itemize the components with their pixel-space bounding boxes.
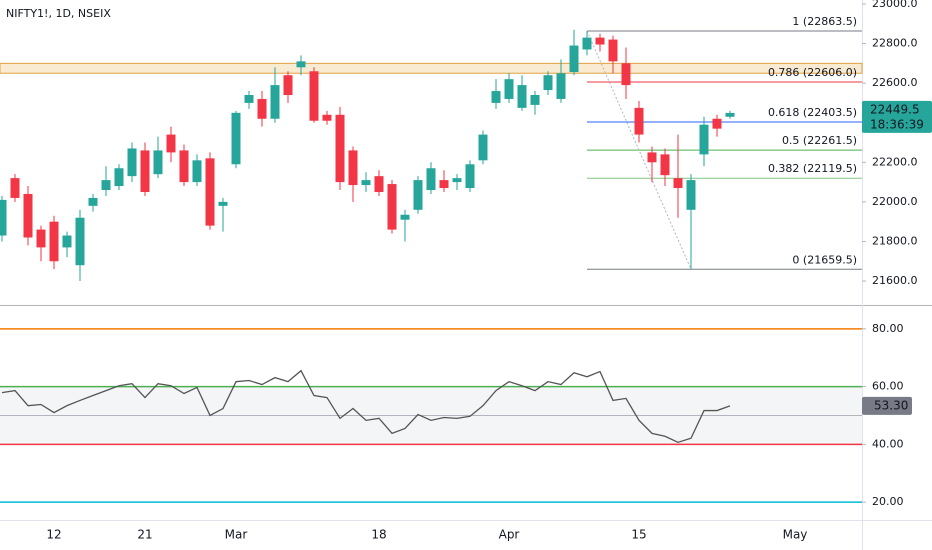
candle-body — [647, 152, 657, 163]
candle-body — [621, 63, 631, 86]
candle-body — [465, 164, 475, 189]
candle-body — [595, 37, 605, 45]
candle-body — [231, 112, 241, 165]
candle-body — [62, 235, 72, 248]
y-tick-label: 21600.0 — [872, 274, 918, 287]
candle-body — [49, 221, 59, 262]
price-tag-clock: 18:36:39 — [870, 117, 924, 131]
candle-body — [387, 184, 397, 230]
fib-label: 0.618 (22403.5) — [768, 106, 857, 119]
y-tick-label: 22600.0 — [872, 76, 918, 89]
candle-body — [205, 158, 215, 226]
y-tick-label: 22800.0 — [872, 37, 918, 50]
candle-body — [309, 71, 319, 121]
candle-body — [153, 150, 163, 175]
candle-body — [439, 180, 449, 189]
candle-body — [322, 114, 332, 121]
x-tick-label: Mar — [225, 528, 248, 542]
x-tick-label: Apr — [499, 528, 520, 542]
candle-body — [179, 150, 189, 183]
candle-body — [452, 178, 462, 183]
candle-body — [686, 180, 696, 210]
candle-body — [504, 79, 514, 99]
candle-body — [348, 150, 358, 186]
fib-label: 1 (22863.5) — [792, 15, 857, 28]
candle-body — [218, 201, 228, 206]
candle-body — [530, 95, 540, 105]
candle-body — [192, 160, 202, 183]
candle-body — [673, 178, 683, 189]
zone — [0, 62, 863, 74]
candle-body — [413, 180, 423, 210]
candle-body — [335, 114, 345, 183]
candle-body — [725, 112, 735, 117]
y-tick-label: 40.00 — [872, 437, 904, 450]
candle-body — [478, 134, 488, 161]
candle-body — [257, 98, 267, 119]
price-tag-value: 22449.5 — [870, 102, 920, 116]
candle-body — [166, 134, 176, 153]
candle-body — [88, 197, 98, 206]
y-tick-label: 23000.0 — [872, 0, 918, 10]
candle-body — [556, 73, 566, 99]
candle-body — [400, 214, 410, 220]
candle-body — [374, 176, 384, 192]
chart-title: NIFTY1!, 1D, NSEIX — [6, 7, 111, 20]
candle-body — [517, 85, 527, 108]
candle-body — [0, 199, 7, 236]
candle-body — [361, 180, 371, 186]
fib-label: 0.382 (22119.5) — [768, 162, 857, 175]
candle-body — [699, 124, 709, 155]
candle-body — [75, 217, 85, 266]
candle-body — [569, 45, 579, 73]
fib-label: 0.786 (22606.0) — [768, 66, 857, 79]
candle-body — [283, 75, 293, 96]
x-tick-label: 21 — [137, 528, 152, 542]
candle-body — [712, 118, 722, 129]
candle-body — [543, 75, 553, 91]
x-tick-label: 15 — [631, 528, 646, 542]
candle-body — [36, 229, 46, 248]
fib-label: 0 (21659.5) — [792, 253, 857, 266]
rsi-line — [1, 369, 731, 444]
y-tick-label: 22200.0 — [872, 155, 918, 168]
candle-body — [608, 39, 618, 62]
candle-body — [634, 107, 644, 135]
candle-body — [296, 61, 306, 68]
y-tick-label: 80.00 — [872, 322, 904, 335]
y-tick-label: 21800.0 — [872, 234, 918, 247]
fib-label: 0.5 (22261.5) — [782, 134, 857, 147]
candle-body — [244, 95, 254, 103]
candle-body — [582, 37, 592, 50]
price-tag — [862, 100, 932, 133]
candle-body — [426, 168, 436, 191]
y-tick-label: 20.00 — [872, 495, 904, 508]
x-tick-label: 12 — [46, 528, 61, 542]
candle-body — [140, 150, 150, 192]
rsi-tag-value: 53.30 — [874, 398, 908, 412]
rsi-tag — [862, 396, 912, 415]
y-tick-label: 22000.0 — [872, 195, 918, 208]
y-tick-label: 60.00 — [872, 380, 904, 393]
candle-body — [101, 180, 111, 191]
x-tick-label: May — [783, 528, 808, 542]
candle-body — [114, 168, 124, 187]
candle-body — [270, 85, 280, 119]
candle-body — [491, 91, 501, 103]
candle-body — [127, 148, 137, 177]
candle-body — [660, 154, 670, 176]
candle-body — [23, 193, 33, 238]
candle-body — [10, 178, 20, 198]
fib-trend-line — [586, 30, 692, 270]
x-tick-label: 18 — [371, 528, 386, 542]
